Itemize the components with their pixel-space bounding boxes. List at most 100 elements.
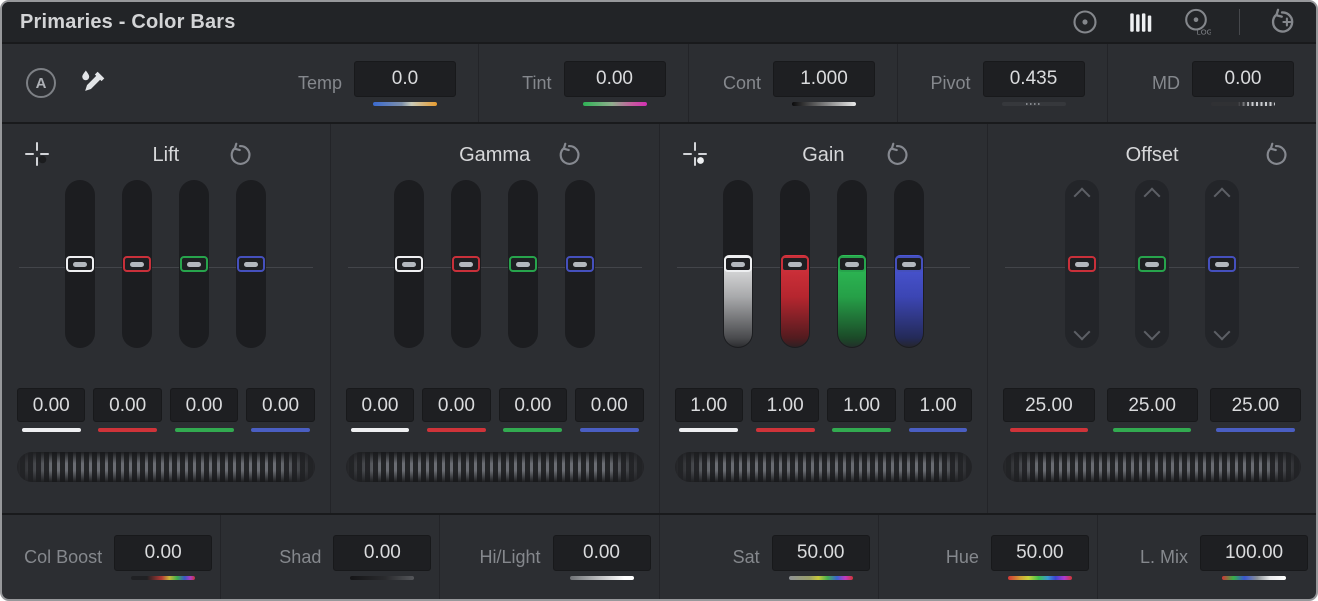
gain-blue-slider[interactable]: [893, 180, 924, 348]
gamma-master-slider[interactable]: [394, 180, 425, 348]
lift-blue-underline: [251, 428, 310, 432]
gain-green-slider[interactable]: [836, 180, 867, 348]
offset-red-underline: [1009, 428, 1089, 432]
lift-red-slider[interactable]: [122, 180, 153, 348]
contrast-gradient-bar: [792, 101, 856, 106]
hue-label: Hue: [945, 546, 979, 567]
offset-blue-slider[interactable]: [1205, 180, 1240, 348]
gain-green-value[interactable]: 1.00: [827, 388, 896, 422]
gain-header: Gain: [675, 132, 973, 178]
offset-blue-value[interactable]: 25.00: [1209, 388, 1301, 422]
gamma-sliders: [346, 180, 644, 354]
offset-green-up-icon[interactable]: [1143, 187, 1161, 205]
offset-blue-down-icon[interactable]: [1213, 323, 1231, 341]
offset-reset-icon[interactable]: [1263, 142, 1289, 168]
lift-green-underline: [174, 428, 234, 432]
gamma-values: 0.00 0.00 0.00 0.00: [345, 388, 644, 432]
offset-green-slider[interactable]: [1135, 180, 1170, 348]
lift-reset-icon[interactable]: [227, 142, 253, 168]
lift-red-value[interactable]: 0.00: [93, 388, 162, 422]
auto-balance-button[interactable]: A: [26, 68, 56, 98]
highlights-input[interactable]: 0.00: [552, 534, 651, 571]
offset-master-wheel[interactable]: [1003, 452, 1301, 482]
gain-red-underline: [755, 428, 815, 432]
col-boost-input[interactable]: 0.00: [114, 534, 213, 571]
gamma-green-slider[interactable]: [508, 180, 539, 348]
gain-master-wheel[interactable]: [674, 452, 973, 482]
offset-green-down-icon[interactable]: [1143, 323, 1161, 341]
adj-group-pivot: Pivot 0.435: [897, 44, 1107, 122]
tint-input[interactable]: 0.00: [563, 60, 666, 97]
highlights-label: Hi/Light: [479, 546, 541, 567]
white-balance-eyedropper-icon[interactable]: [78, 68, 108, 98]
offset-values: 25.00 25.00 25.00: [1003, 388, 1301, 432]
shadows-input[interactable]: 0.00: [333, 534, 432, 571]
title-bar-divider: [1239, 9, 1240, 35]
shadows-gradient-bar: [350, 575, 415, 580]
adj-group-md: MD 0.00: [1106, 44, 1317, 122]
fgroup-saturation: Sat 50.00: [658, 515, 878, 599]
contrast-input[interactable]: 1.000: [773, 60, 875, 97]
gamma-master-wheel[interactable]: [345, 452, 644, 482]
saturation-input[interactable]: 50.00: [771, 534, 870, 571]
title-bar: Primaries - Color Bars LOG: [2, 2, 1316, 44]
md-input[interactable]: 0.00: [1192, 60, 1294, 97]
gain-red-slider[interactable]: [779, 180, 810, 348]
adj-group-contrast: Cont 1.000: [687, 44, 898, 122]
saturation-gradient-bar: [788, 575, 853, 580]
tint-label: Tint: [522, 72, 552, 93]
gamma-red-slider[interactable]: [451, 180, 482, 348]
reset-grade-icon[interactable]: [1268, 8, 1296, 36]
gain-master-slider[interactable]: [722, 180, 753, 348]
gain-blue-underline: [908, 428, 968, 432]
gain-master-value[interactable]: 1.00: [674, 388, 743, 422]
gamma-section: Gamma 0.00 0.00 0.00 0.00: [331, 124, 660, 513]
lum-mix-input[interactable]: 100.00: [1200, 534, 1309, 571]
gain-values: 1.00 1.00 1.00 1.00: [674, 388, 973, 432]
offset-blue-up-icon[interactable]: [1213, 187, 1231, 205]
gain-crosshair-icon[interactable]: [681, 140, 709, 168]
primaries-wheels-icon[interactable]: [1071, 8, 1099, 36]
primaries-bars-icon[interactable]: [1127, 8, 1153, 36]
hue-input[interactable]: 50.00: [990, 534, 1089, 571]
offset-header: Offset: [1003, 132, 1301, 178]
highlights-gradient-bar: [569, 575, 634, 580]
pivot-gradient-bar: [1001, 101, 1066, 106]
lift-blue-value[interactable]: 0.00: [246, 388, 315, 422]
lift-crosshair-icon[interactable]: [23, 140, 51, 168]
gamma-red-value[interactable]: 0.00: [422, 388, 491, 422]
offset-red-down-icon[interactable]: [1073, 323, 1091, 341]
offset-red-slider[interactable]: [1065, 180, 1100, 348]
lift-master-wheel[interactable]: [17, 452, 315, 482]
gain-blue-value[interactable]: 1.00: [903, 388, 973, 422]
gain-title: Gain: [802, 143, 845, 166]
lift-master-underline: [21, 428, 81, 432]
gamma-reset-icon[interactable]: [556, 142, 582, 168]
gain-red-value[interactable]: 1.00: [750, 388, 820, 422]
offset-red-up-icon[interactable]: [1073, 187, 1091, 205]
gain-reset-icon[interactable]: [884, 142, 910, 168]
lift-red-underline: [98, 428, 158, 432]
offset-red-value[interactable]: 25.00: [1003, 388, 1095, 422]
pivot-input[interactable]: 0.435: [982, 60, 1085, 97]
gamma-centerline: [347, 267, 642, 268]
hue-gradient-bar: [1007, 575, 1072, 580]
lift-master-slider[interactable]: [65, 180, 96, 348]
lift-blue-slider[interactable]: [236, 180, 267, 348]
gamma-master-value[interactable]: 0.00: [345, 388, 415, 422]
temp-input[interactable]: 0.0: [354, 60, 456, 97]
fgroup-highlights: Hi/Light 0.00: [439, 515, 658, 599]
temp-label: Temp: [297, 72, 342, 93]
lift-values: 0.00 0.00 0.00 0.00: [17, 388, 315, 432]
gamma-blue-value[interactable]: 0.00: [575, 388, 644, 422]
gamma-green-value[interactable]: 0.00: [498, 388, 568, 422]
lift-green-value[interactable]: 0.00: [169, 388, 239, 422]
fgroup-col-boost: Col Boost 0.00: [2, 515, 220, 599]
saturation-label: Sat: [732, 546, 760, 567]
lift-green-slider[interactable]: [179, 180, 210, 348]
lift-master-value[interactable]: 0.00: [17, 388, 86, 422]
log-wheels-icon[interactable]: LOG: [1181, 7, 1211, 37]
offset-green-value[interactable]: 25.00: [1106, 388, 1198, 422]
gamma-blue-slider[interactable]: [565, 180, 596, 348]
gain-section: Gain 1.00 1.00 1.00 1.00: [660, 124, 989, 513]
